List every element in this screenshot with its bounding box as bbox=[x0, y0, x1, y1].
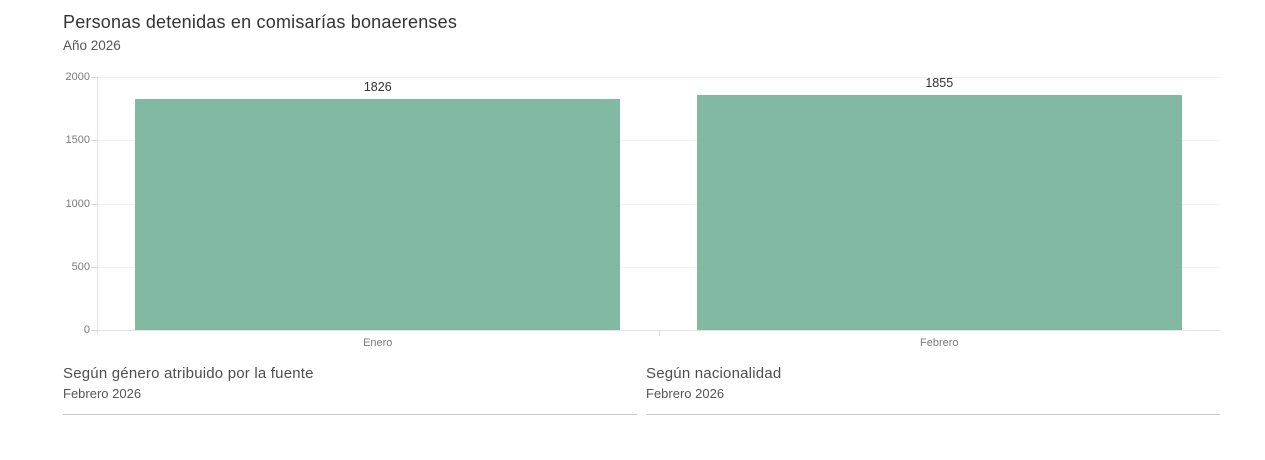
chart-title: Personas detenidas en comisarías bonaere… bbox=[63, 12, 458, 32]
section-title-genero: Según género atribuido por la fuente bbox=[63, 365, 314, 382]
section-subtitle-genero: Febrero 2026 bbox=[63, 386, 142, 401]
gridline bbox=[97, 140, 1220, 142]
section-genero: Según género atribuido por la fuente Feb… bbox=[63, 365, 637, 415]
gridline bbox=[97, 77, 1220, 78]
y-tick-mark bbox=[91, 77, 97, 78]
bar-enero[interactable] bbox=[135, 99, 621, 330]
chart-subtitle: Año 2026 bbox=[63, 38, 121, 53]
bar-value-label: 1855 bbox=[925, 76, 954, 91]
section-headers: Según género atribuido por la fuente Feb… bbox=[63, 365, 1220, 415]
gridline bbox=[97, 203, 1220, 205]
section-nacionalidad: Según nacionalidad Febrero 2026 bbox=[646, 365, 1220, 415]
gridline bbox=[97, 266, 1220, 268]
bar-febrero[interactable] bbox=[696, 95, 1182, 330]
y-tick-label: 0 bbox=[83, 324, 90, 336]
y-axis-line bbox=[97, 77, 98, 334]
y-tick-label: 1000 bbox=[65, 197, 90, 210]
section-subtitle-nacionalidad: Febrero 2026 bbox=[646, 386, 725, 401]
x-axis-line bbox=[97, 330, 1220, 331]
x-axis-label: Febrero bbox=[919, 337, 959, 349]
y-tick-mark bbox=[91, 203, 97, 205]
y-tick-mark bbox=[91, 330, 97, 331]
pane-divider-tick bbox=[658, 331, 660, 336]
y-tick-mark bbox=[91, 140, 97, 142]
bar-value-label: 1826 bbox=[363, 80, 392, 94]
y-tick-label: 2000 bbox=[65, 71, 90, 83]
y-tick-label: 500 bbox=[71, 260, 90, 273]
y-tick-mark bbox=[91, 266, 97, 268]
x-axis-label: Enero bbox=[363, 337, 393, 349]
bar-chart: 0 500 1000 1500 2000 1826 Enero 1855 Febrero bbox=[0, 65, 1265, 360]
y-tick-label: 1500 bbox=[65, 134, 90, 147]
section-title-nacionalidad: Según nacionalidad bbox=[646, 365, 782, 382]
